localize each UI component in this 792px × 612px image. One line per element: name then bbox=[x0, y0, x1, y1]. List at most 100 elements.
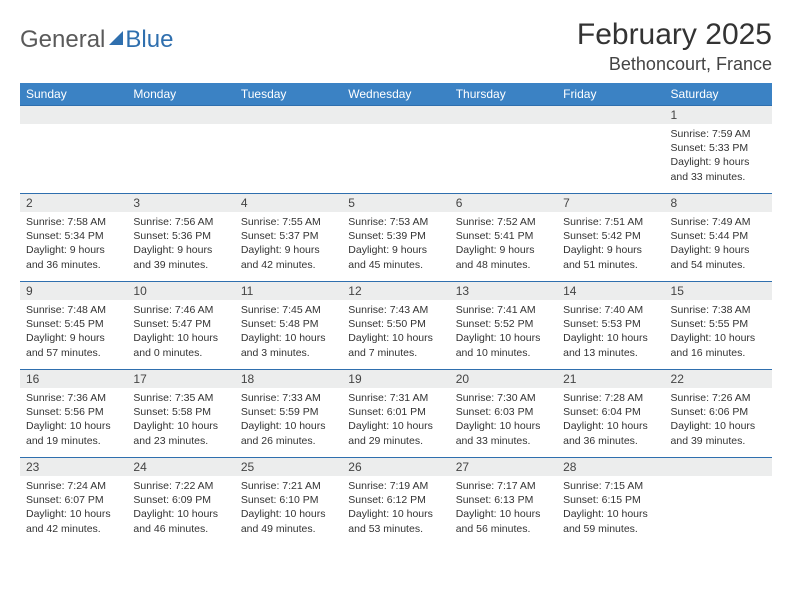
day-cell: 11Sunrise: 7:45 AMSunset: 5:48 PMDayligh… bbox=[235, 282, 342, 370]
day-line-d1: Daylight: 10 hours bbox=[563, 331, 658, 345]
day-details: Sunrise: 7:17 AMSunset: 6:13 PMDaylight:… bbox=[450, 476, 557, 540]
day-line-ss: Sunset: 6:09 PM bbox=[133, 493, 228, 507]
day-line-ss: Sunset: 5:36 PM bbox=[133, 229, 228, 243]
empty-day bbox=[235, 106, 342, 124]
day-line-d1: Daylight: 10 hours bbox=[456, 419, 551, 433]
day-details: Sunrise: 7:59 AMSunset: 5:33 PMDaylight:… bbox=[665, 124, 772, 188]
day-details: Sunrise: 7:22 AMSunset: 6:09 PMDaylight:… bbox=[127, 476, 234, 540]
day-line-sr: Sunrise: 7:21 AM bbox=[241, 479, 336, 493]
day-line-d1: Daylight: 10 hours bbox=[348, 507, 443, 521]
day-line-d2: and 56 minutes. bbox=[456, 522, 551, 536]
day-details: Sunrise: 7:38 AMSunset: 5:55 PMDaylight:… bbox=[665, 300, 772, 364]
day-line-d2: and 45 minutes. bbox=[348, 258, 443, 272]
day-line-d2: and 10 minutes. bbox=[456, 346, 551, 360]
day-details: Sunrise: 7:24 AMSunset: 6:07 PMDaylight:… bbox=[20, 476, 127, 540]
day-line-sr: Sunrise: 7:26 AM bbox=[671, 391, 766, 405]
month-title: February 2025 bbox=[577, 18, 772, 52]
day-line-d2: and 3 minutes. bbox=[241, 346, 336, 360]
day-number: 1 bbox=[665, 106, 772, 124]
day-cell: 6Sunrise: 7:52 AMSunset: 5:41 PMDaylight… bbox=[450, 194, 557, 282]
week-row: 2Sunrise: 7:58 AMSunset: 5:34 PMDaylight… bbox=[20, 194, 772, 282]
day-cell: 14Sunrise: 7:40 AMSunset: 5:53 PMDayligh… bbox=[557, 282, 664, 370]
day-line-ss: Sunset: 5:52 PM bbox=[456, 317, 551, 331]
day-line-d2: and 57 minutes. bbox=[26, 346, 121, 360]
day-details: Sunrise: 7:53 AMSunset: 5:39 PMDaylight:… bbox=[342, 212, 449, 276]
day-line-ss: Sunset: 5:56 PM bbox=[26, 405, 121, 419]
day-line-d2: and 19 minutes. bbox=[26, 434, 121, 448]
header: General Blue February 2025 Bethoncourt, … bbox=[20, 18, 772, 75]
day-line-d1: Daylight: 9 hours bbox=[563, 243, 658, 257]
day-line-sr: Sunrise: 7:31 AM bbox=[348, 391, 443, 405]
week-row: 16Sunrise: 7:36 AMSunset: 5:56 PMDayligh… bbox=[20, 370, 772, 458]
day-cell bbox=[665, 458, 772, 546]
logo-text-general: General bbox=[20, 26, 105, 54]
day-line-d2: and 51 minutes. bbox=[563, 258, 658, 272]
day-cell: 27Sunrise: 7:17 AMSunset: 6:13 PMDayligh… bbox=[450, 458, 557, 546]
day-cell bbox=[20, 106, 127, 194]
day-number: 22 bbox=[665, 370, 772, 388]
day-number: 12 bbox=[342, 282, 449, 300]
day-line-d1: Daylight: 10 hours bbox=[563, 507, 658, 521]
empty-day bbox=[342, 106, 449, 124]
day-details: Sunrise: 7:33 AMSunset: 5:59 PMDaylight:… bbox=[235, 388, 342, 452]
day-line-ss: Sunset: 5:58 PM bbox=[133, 405, 228, 419]
empty-day bbox=[557, 106, 664, 124]
empty-day bbox=[127, 106, 234, 124]
day-number: 19 bbox=[342, 370, 449, 388]
day-line-d1: Daylight: 10 hours bbox=[241, 419, 336, 433]
day-line-sr: Sunrise: 7:43 AM bbox=[348, 303, 443, 317]
day-line-sr: Sunrise: 7:52 AM bbox=[456, 215, 551, 229]
day-cell: 10Sunrise: 7:46 AMSunset: 5:47 PMDayligh… bbox=[127, 282, 234, 370]
day-number: 15 bbox=[665, 282, 772, 300]
day-cell bbox=[557, 106, 664, 194]
day-cell: 28Sunrise: 7:15 AMSunset: 6:15 PMDayligh… bbox=[557, 458, 664, 546]
day-line-ss: Sunset: 5:42 PM bbox=[563, 229, 658, 243]
day-line-d1: Daylight: 9 hours bbox=[671, 155, 766, 169]
day-cell bbox=[450, 106, 557, 194]
day-details: Sunrise: 7:21 AMSunset: 6:10 PMDaylight:… bbox=[235, 476, 342, 540]
day-cell: 24Sunrise: 7:22 AMSunset: 6:09 PMDayligh… bbox=[127, 458, 234, 546]
day-cell: 5Sunrise: 7:53 AMSunset: 5:39 PMDaylight… bbox=[342, 194, 449, 282]
day-cell: 17Sunrise: 7:35 AMSunset: 5:58 PMDayligh… bbox=[127, 370, 234, 458]
day-line-d1: Daylight: 10 hours bbox=[26, 507, 121, 521]
day-header: Friday bbox=[557, 83, 664, 106]
day-line-ss: Sunset: 5:45 PM bbox=[26, 317, 121, 331]
day-line-d1: Daylight: 9 hours bbox=[456, 243, 551, 257]
day-cell: 8Sunrise: 7:49 AMSunset: 5:44 PMDaylight… bbox=[665, 194, 772, 282]
day-number: 17 bbox=[127, 370, 234, 388]
day-line-d1: Daylight: 10 hours bbox=[241, 507, 336, 521]
day-number: 5 bbox=[342, 194, 449, 212]
day-line-sr: Sunrise: 7:30 AM bbox=[456, 391, 551, 405]
day-line-ss: Sunset: 6:12 PM bbox=[348, 493, 443, 507]
day-details: Sunrise: 7:45 AMSunset: 5:48 PMDaylight:… bbox=[235, 300, 342, 364]
day-number: 9 bbox=[20, 282, 127, 300]
day-line-ss: Sunset: 5:55 PM bbox=[671, 317, 766, 331]
day-line-d2: and 33 minutes. bbox=[456, 434, 551, 448]
day-line-d1: Daylight: 9 hours bbox=[26, 243, 121, 257]
day-line-d2: and 16 minutes. bbox=[671, 346, 766, 360]
day-line-d2: and 48 minutes. bbox=[456, 258, 551, 272]
day-number: 3 bbox=[127, 194, 234, 212]
day-header-row: SundayMondayTuesdayWednesdayThursdayFrid… bbox=[20, 83, 772, 106]
day-line-d2: and 23 minutes. bbox=[133, 434, 228, 448]
day-line-sr: Sunrise: 7:40 AM bbox=[563, 303, 658, 317]
day-line-sr: Sunrise: 7:38 AM bbox=[671, 303, 766, 317]
day-number: 23 bbox=[20, 458, 127, 476]
day-line-ss: Sunset: 6:04 PM bbox=[563, 405, 658, 419]
day-line-sr: Sunrise: 7:17 AM bbox=[456, 479, 551, 493]
day-line-d2: and 53 minutes. bbox=[348, 522, 443, 536]
logo: General Blue bbox=[20, 18, 173, 54]
week-row: 23Sunrise: 7:24 AMSunset: 6:07 PMDayligh… bbox=[20, 458, 772, 546]
day-line-ss: Sunset: 5:50 PM bbox=[348, 317, 443, 331]
empty-day bbox=[20, 106, 127, 124]
day-line-ss: Sunset: 5:48 PM bbox=[241, 317, 336, 331]
day-details: Sunrise: 7:36 AMSunset: 5:56 PMDaylight:… bbox=[20, 388, 127, 452]
day-line-d1: Daylight: 9 hours bbox=[671, 243, 766, 257]
day-line-sr: Sunrise: 7:35 AM bbox=[133, 391, 228, 405]
day-line-sr: Sunrise: 7:46 AM bbox=[133, 303, 228, 317]
day-cell: 21Sunrise: 7:28 AMSunset: 6:04 PMDayligh… bbox=[557, 370, 664, 458]
location: Bethoncourt, France bbox=[577, 54, 772, 75]
day-details: Sunrise: 7:15 AMSunset: 6:15 PMDaylight:… bbox=[557, 476, 664, 540]
day-line-ss: Sunset: 6:01 PM bbox=[348, 405, 443, 419]
day-line-d2: and 26 minutes. bbox=[241, 434, 336, 448]
